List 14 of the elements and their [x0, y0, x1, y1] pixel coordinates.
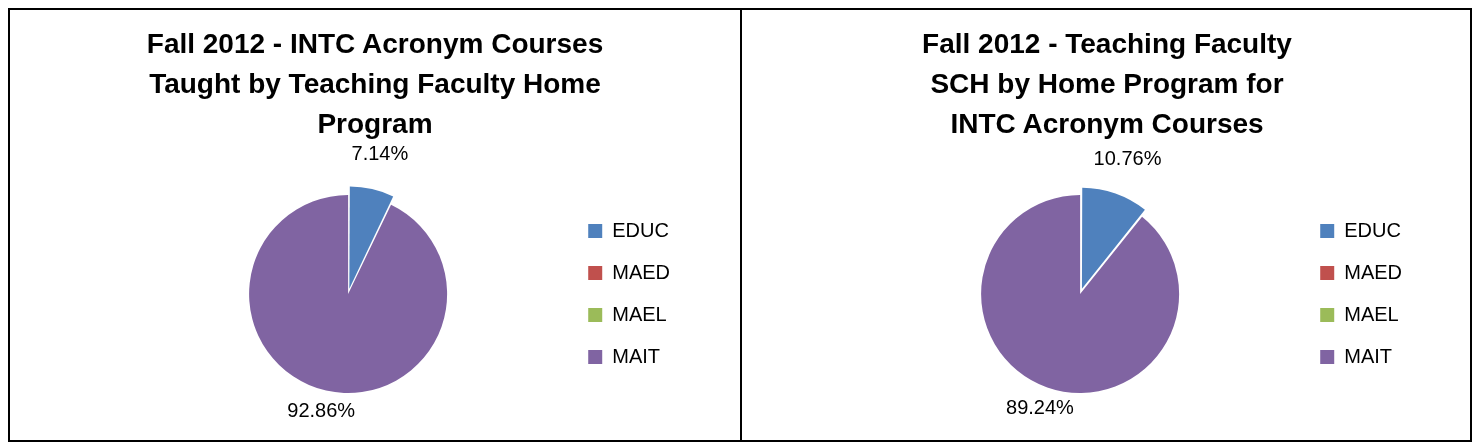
- legend-label: MAED: [612, 260, 671, 283]
- legend-label: MAEL: [1344, 302, 1399, 325]
- legend-label: MAIT: [612, 344, 660, 367]
- data-label: 10.76%: [1093, 146, 1162, 169]
- legend-label: MAED: [1344, 260, 1403, 283]
- chart-title: Fall 2012 - INTC Acronym Courses Taught by Teaching Faculty Home Program: [145, 27, 605, 141]
- chart-title: Fall 2012 - Teaching Faculty SCH by Home Program for INTC Acronym Courses: [921, 27, 1293, 141]
- legend-label: EDUC: [612, 218, 669, 241]
- legend-label: MAIT: [1344, 344, 1392, 367]
- data-label: 7.14%: [351, 142, 409, 165]
- legend-label: MAEL: [612, 302, 667, 325]
- legend-label: EDUC: [1344, 218, 1401, 241]
- data-label: 89.24%: [1006, 395, 1075, 418]
- data-label: 92.86%: [287, 399, 356, 422]
